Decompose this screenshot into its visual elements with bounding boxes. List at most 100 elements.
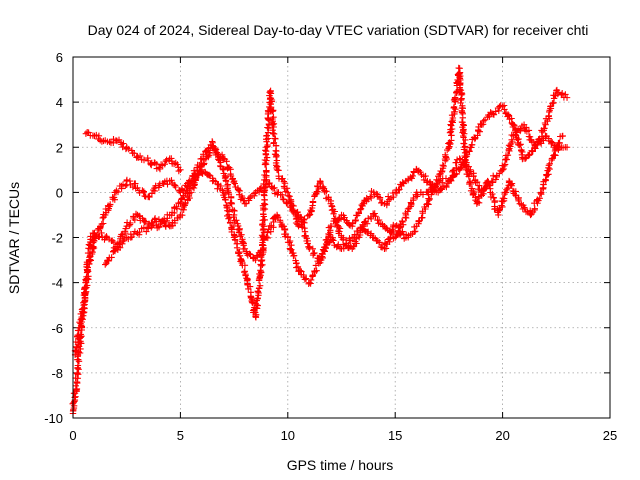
data-point-cluster	[156, 156, 173, 173]
data-point	[559, 132, 566, 140]
data-point-cluster	[468, 120, 484, 151]
data-point-cluster	[264, 213, 279, 242]
data-point-cluster	[478, 109, 494, 128]
y-tick-label: -10	[44, 411, 63, 426]
series-track-d	[102, 64, 566, 321]
data-point-cluster	[340, 212, 354, 229]
data-point-cluster	[76, 305, 87, 330]
data-point-cluster	[69, 370, 82, 415]
data-point-cluster	[393, 179, 407, 197]
y-tick-label: 6	[56, 50, 63, 65]
data-point-cluster	[230, 213, 247, 253]
data-point-cluster	[168, 155, 182, 175]
data-point-cluster	[360, 188, 375, 206]
data-point-cluster	[71, 327, 83, 355]
y-tick-label: 0	[56, 185, 63, 200]
y-tick-label: -2	[51, 231, 63, 246]
data-point	[144, 157, 152, 164]
x-axis-label: GPS time / hours	[287, 457, 394, 473]
data-point-cluster	[328, 202, 345, 239]
data-point-cluster	[463, 170, 481, 205]
data-point-cluster	[84, 237, 98, 274]
data-point-cluster	[541, 86, 561, 127]
x-tick-label: 25	[603, 428, 617, 443]
data-point	[538, 189, 545, 196]
plot-frame	[72, 56, 611, 419]
data-point-cluster	[316, 224, 334, 263]
x-tick-label: 10	[281, 428, 295, 443]
data-point	[370, 234, 377, 241]
data-point-cluster	[200, 138, 216, 163]
data-point-cluster	[512, 122, 526, 138]
data-point	[392, 223, 399, 230]
data-point	[563, 94, 571, 101]
x-tick-label: 0	[69, 428, 76, 443]
data-point-cluster	[230, 179, 248, 204]
data-point-cluster	[435, 143, 453, 185]
data-point-cluster	[266, 88, 281, 172]
data-point-cluster	[113, 181, 130, 196]
data-point-cluster	[104, 136, 117, 147]
data-point	[177, 166, 184, 174]
data-point-cluster	[135, 212, 149, 226]
data-point-cluster	[403, 223, 419, 241]
data-point-cluster	[275, 167, 291, 195]
data-point	[102, 261, 109, 268]
data-point-cluster	[425, 181, 441, 208]
data-point-cluster	[125, 228, 139, 243]
data-point	[456, 155, 463, 162]
data-point-cluster	[114, 235, 128, 253]
data-point-cluster	[263, 90, 274, 150]
data-point-cluster	[257, 147, 271, 264]
y-tick-label: 4	[56, 95, 63, 110]
series-track-b	[69, 86, 571, 417]
data-point	[462, 166, 470, 174]
data-point-cluster	[317, 178, 335, 205]
data-point	[445, 144, 453, 151]
data-point-cluster	[383, 189, 397, 209]
data-point-cluster	[274, 212, 290, 240]
data-point-cluster	[243, 248, 258, 262]
data-point-cluster	[372, 235, 386, 251]
data-point	[424, 200, 431, 207]
x-tick-label: 20	[495, 428, 509, 443]
data-point	[359, 223, 367, 230]
data-point-cluster	[474, 179, 491, 206]
data-point	[252, 256, 259, 264]
data-point	[563, 144, 571, 151]
data-point-cluster	[123, 210, 140, 229]
data-point	[82, 130, 90, 137]
data-point-cluster	[80, 269, 92, 306]
data-point	[241, 268, 249, 275]
data-points	[69, 64, 571, 417]
y-axis-label: SDTVAR / TECUs	[6, 182, 22, 294]
data-point-cluster	[231, 233, 249, 276]
data-point-cluster	[209, 142, 226, 173]
y-tick-label: -4	[51, 276, 63, 291]
data-point-cluster	[220, 155, 236, 183]
data-point	[548, 155, 556, 162]
data-point-cluster	[243, 190, 258, 207]
data-point-cluster	[307, 258, 324, 287]
data-point-cluster	[220, 165, 238, 215]
data-point-cluster	[371, 190, 386, 207]
x-tick-label: 15	[388, 428, 402, 443]
data-point	[241, 245, 249, 252]
data-point-cluster	[285, 192, 302, 228]
chart-title: Day 024 of 2024, Sidereal Day-to-day VTE…	[88, 22, 589, 38]
y-tick-labels: -10 -8 -6 -4 -2 0 2 4 6	[44, 50, 63, 426]
y-tick-label: -8	[51, 366, 63, 381]
data-point-cluster	[381, 221, 397, 252]
data-point-cluster	[145, 221, 161, 232]
data-point-cluster	[499, 131, 516, 173]
data-point-cluster	[539, 155, 556, 193]
data-point-cluster	[178, 190, 193, 219]
x-tick-labels: 0 5 10 15 20 25	[69, 428, 617, 443]
data-point-cluster	[415, 201, 430, 227]
data-point-cluster	[92, 211, 107, 242]
data-point-cluster	[489, 167, 505, 186]
data-point-cluster	[456, 69, 471, 170]
data-point-cluster	[284, 233, 303, 274]
data-point-cluster	[495, 179, 513, 214]
